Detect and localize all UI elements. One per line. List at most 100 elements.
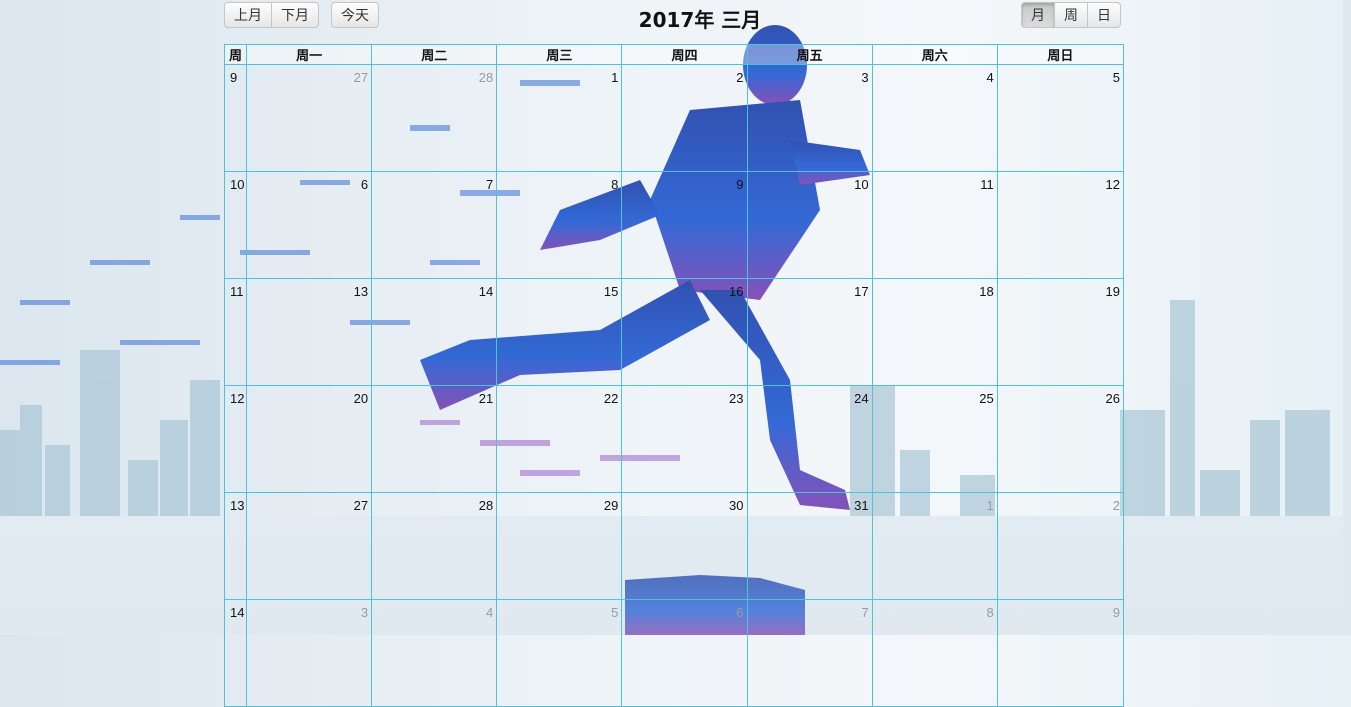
day-cell[interactable]: 24	[746, 385, 873, 493]
week-number: 10	[230, 177, 245, 192]
weekday-header: 周五	[746, 44, 873, 65]
day-cell[interactable]: 21	[371, 385, 498, 493]
day-number: 2	[1112, 498, 1120, 513]
week-number-cell: 11	[223, 278, 248, 386]
day-cell[interactable]: 26	[996, 385, 1125, 493]
day-cell[interactable]: 30	[621, 492, 748, 600]
day-cell-other-month[interactable]: 1	[871, 492, 998, 600]
day-cell[interactable]: 23	[621, 385, 748, 493]
day-cell[interactable]: 7	[371, 171, 498, 279]
day-number: 21	[478, 391, 494, 406]
day-number: 29	[603, 498, 619, 513]
day-cell[interactable]: 13	[246, 278, 373, 386]
week-number: 11	[230, 284, 244, 299]
day-cell[interactable]: 11	[871, 171, 998, 279]
day-number: 14	[478, 284, 494, 299]
today-group: 今天	[331, 2, 379, 28]
day-number: 9	[736, 177, 744, 192]
day-number: 3	[861, 70, 869, 85]
day-cell[interactable]: 10	[746, 171, 873, 279]
weekday-header: 周二	[371, 44, 498, 65]
day-number: 30	[729, 498, 744, 513]
day-cell-other-month[interactable]: 6	[621, 599, 748, 707]
month-navigation-group: 上月 下月	[224, 2, 319, 28]
day-cell[interactable]: 9	[621, 171, 748, 279]
day-view-button[interactable]: 日	[1088, 2, 1121, 28]
day-number: 9	[1112, 605, 1120, 620]
day-number: 28	[478, 498, 494, 513]
day-cell-other-month[interactable]: 3	[246, 599, 373, 707]
today-button[interactable]: 今天	[331, 2, 379, 28]
day-number: 27	[353, 498, 369, 513]
month-view-button[interactable]: 月	[1021, 2, 1055, 28]
day-number: 25	[979, 391, 994, 406]
week-number-cell: 12	[223, 385, 248, 493]
calendar-title: 2017年 三月	[638, 8, 762, 32]
day-cell[interactable]: 29	[496, 492, 623, 600]
day-cell[interactable]: 8	[496, 171, 623, 279]
day-cell-other-month[interactable]: 5	[496, 599, 623, 707]
day-number: 10	[854, 177, 869, 192]
day-cell[interactable]: 27	[246, 492, 373, 600]
day-number: 18	[979, 284, 994, 299]
day-cell[interactable]: 31	[746, 492, 873, 600]
day-cell[interactable]: 19	[996, 278, 1125, 386]
week-number-header: 周	[223, 44, 248, 65]
day-cell[interactable]: 4	[871, 64, 998, 172]
day-cell[interactable]: 25	[871, 385, 998, 493]
day-number: 6	[736, 605, 744, 620]
day-number: 4	[986, 70, 994, 85]
weekday-header: 周六	[871, 44, 998, 65]
day-number: 2	[736, 70, 744, 85]
next-month-button[interactable]: 下月	[272, 2, 319, 28]
day-number: 12	[1105, 177, 1120, 192]
week-row: 9 27 28 1 2 3 4 5	[223, 64, 1125, 172]
day-cell[interactable]: 20	[246, 385, 373, 493]
day-number: 8	[986, 605, 994, 620]
week-row: 11 13 14 15 16 17 18 19	[223, 278, 1125, 386]
day-cell-other-month[interactable]: 2	[996, 492, 1125, 600]
week-number: 12	[230, 391, 245, 406]
day-number: 15	[603, 284, 619, 299]
day-number: 23	[729, 391, 744, 406]
day-cell-other-month[interactable]: 7	[746, 599, 873, 707]
previous-month-button[interactable]: 上月	[224, 2, 272, 28]
day-cell[interactable]: 18	[871, 278, 998, 386]
day-number: 7	[861, 605, 869, 620]
day-cell-other-month[interactable]: 4	[371, 599, 498, 707]
day-cell[interactable]: 2	[621, 64, 748, 172]
day-number: 22	[603, 391, 619, 406]
week-row: 13 27 28 29 30 31 1 2	[223, 492, 1125, 600]
day-cell-other-month[interactable]: 27	[246, 64, 373, 172]
day-number: 26	[1105, 391, 1120, 406]
day-cell[interactable]: 1	[496, 64, 623, 172]
day-cell[interactable]: 17	[746, 278, 873, 386]
week-number: 14	[230, 605, 245, 620]
day-cell[interactable]: 15	[496, 278, 623, 386]
day-cell[interactable]: 16	[621, 278, 748, 386]
month-calendar-grid: 周 周一 周二 周三 周四 周五 周六 周日 9 27 28 1 2 3 4 5 10 6 7 8 9 1…	[223, 44, 1125, 707]
day-number: 13	[353, 284, 369, 299]
day-cell[interactable]: 5	[996, 64, 1125, 172]
week-row: 12 20 21 22 23 24 25 26	[223, 385, 1125, 493]
day-cell-other-month[interactable]: 28	[371, 64, 498, 172]
day-number: 28	[478, 70, 494, 85]
week-row: 10 6 7 8 9 10 11 12	[223, 171, 1125, 279]
day-number: 7	[486, 177, 494, 192]
day-cell-other-month[interactable]: 9	[996, 599, 1125, 707]
day-number: 3	[360, 605, 369, 620]
day-cell[interactable]: 28	[371, 492, 498, 600]
day-cell-other-month[interactable]: 8	[871, 599, 998, 707]
day-cell[interactable]: 3	[746, 64, 873, 172]
day-number: 1	[986, 498, 994, 513]
day-cell[interactable]: 6	[246, 171, 373, 279]
day-number: 11	[980, 177, 994, 192]
week-view-button[interactable]: 周	[1055, 2, 1088, 28]
day-number: 16	[729, 284, 744, 299]
day-cell[interactable]: 22	[496, 385, 623, 493]
weekday-header: 周一	[246, 44, 373, 65]
day-number: 1	[611, 70, 619, 85]
background-right-strip	[1343, 0, 1351, 635]
day-cell[interactable]: 12	[996, 171, 1125, 279]
day-cell[interactable]: 14	[371, 278, 498, 386]
